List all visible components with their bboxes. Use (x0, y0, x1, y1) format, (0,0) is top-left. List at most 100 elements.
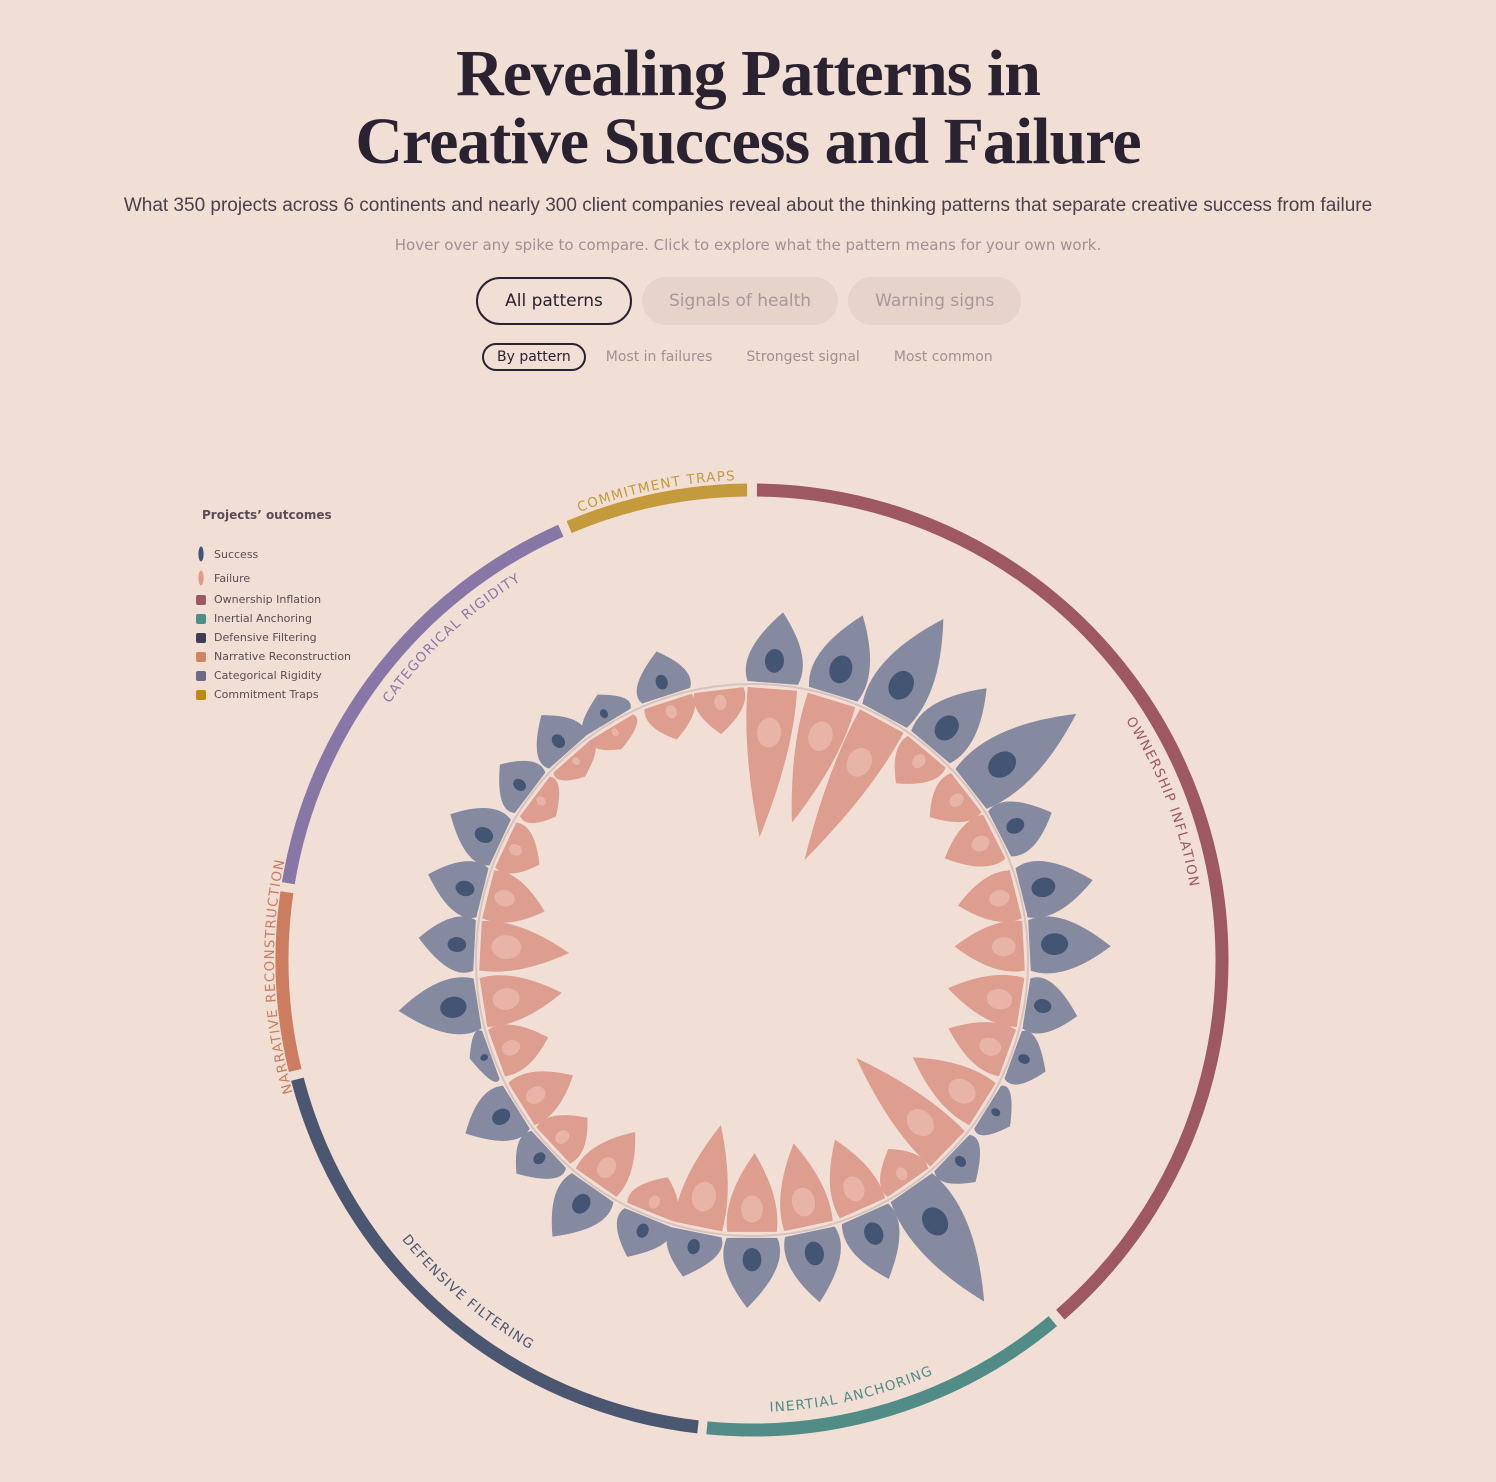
group-arc-4 (281, 524, 564, 885)
failure-spike-core (895, 1167, 908, 1181)
group-arc-0 (756, 483, 1229, 1320)
success-spike-core (447, 937, 467, 953)
failure-spike-core (791, 1187, 816, 1217)
failure-spike (954, 920, 1025, 972)
legend-item-commitment-traps: Commitment Traps (196, 685, 351, 704)
swatch-icon (196, 689, 206, 700)
legend-item-defensive-filtering: Defensive Filtering (196, 628, 351, 647)
success-spike (723, 1237, 781, 1308)
sort-options: By pattern Most in failures Strongest si… (482, 343, 1010, 371)
legend-label: Categorical Rigidity (214, 669, 322, 682)
success-spike (745, 612, 803, 685)
success-spike-core (533, 1152, 546, 1165)
sort-strongest-signal[interactable]: Strongest signal (746, 349, 860, 365)
success-spike-core (1040, 933, 1069, 956)
sort-most-common[interactable]: Most common (893, 349, 993, 365)
success-spike-core (1006, 817, 1025, 834)
failure-spike-core (986, 988, 1013, 1010)
sort-most-in-failures[interactable]: Most in failures (605, 349, 713, 365)
success-spike (398, 977, 482, 1035)
legend-label: Defensive Filtering (214, 631, 317, 644)
failure-spike (746, 687, 798, 838)
failure-spike-core (555, 1130, 570, 1144)
failure-spike (804, 709, 904, 860)
failure-spike-core (843, 1176, 865, 1202)
sort-by-pattern[interactable]: By pattern (482, 343, 586, 371)
legend-item-failure: Failure (196, 566, 351, 590)
failure-spike-core (536, 796, 546, 806)
failure-spike-core (508, 843, 523, 856)
failure-spike (693, 687, 746, 735)
failure-lens-icon (196, 570, 206, 586)
failure-spike-core (912, 754, 926, 769)
failure-spike-core (494, 890, 515, 907)
failure-spike-core (492, 987, 520, 1010)
filter-tabs: All patterns Signals of health Warning s… (476, 277, 1022, 325)
failure-spike (780, 1143, 833, 1232)
legend-item-success: Success (196, 542, 351, 566)
success-spike-core (742, 1247, 762, 1272)
success-lens-icon (196, 546, 206, 562)
failure-spike-core (691, 1181, 716, 1212)
failure-spike-core (808, 721, 833, 751)
success-spike-core (636, 1223, 649, 1238)
success-spike (890, 1173, 985, 1302)
group-arc-5 (566, 483, 748, 534)
failure-spike-core (741, 1195, 763, 1223)
success-spike-core (804, 1241, 825, 1266)
success-spike-core (764, 648, 785, 673)
failure-spike-core (714, 694, 727, 711)
failure-spike-core (906, 1109, 934, 1137)
filter-all-patterns[interactable]: All patterns (476, 277, 632, 325)
group-arc-2 (291, 1077, 699, 1434)
failure-spike-core (971, 835, 990, 852)
title-line-1: Revealing Patterns in (456, 37, 1041, 110)
failure-spike-core (491, 935, 522, 960)
hint-text: Hover over any spike to compare. Click t… (394, 236, 1102, 254)
swatch-icon (196, 613, 206, 624)
failure-spike-core (979, 1037, 1002, 1056)
success-spike-core (440, 996, 467, 1018)
success-spike-core (572, 1193, 591, 1214)
group-arc-3 (275, 891, 302, 1073)
success-spike-core (1018, 1054, 1030, 1064)
success-spike-core (922, 1207, 949, 1236)
group-arc-1 (706, 1316, 1058, 1437)
success-spike-core (474, 827, 494, 843)
swatch-icon (196, 632, 206, 643)
subtitle: What 350 projects across 6 continents an… (123, 195, 1373, 216)
success-spike (418, 916, 476, 973)
baseline-circle (475, 683, 1029, 1237)
success-spike-core (513, 778, 526, 791)
failure-spike (726, 1152, 778, 1232)
success-spike-core (687, 1239, 700, 1255)
swatch-icon (196, 670, 206, 681)
success-spike-core (655, 674, 668, 690)
legend-label: Failure (214, 571, 251, 585)
success-spike-core (954, 1155, 967, 1167)
failure-spike (479, 920, 570, 972)
filter-signals-of-health[interactable]: Signals of health (642, 277, 839, 325)
legend-label: Ownership Inflation (214, 593, 322, 606)
legend-label: Inertial Anchoring (214, 612, 312, 625)
failure-spike-core (989, 890, 1010, 907)
failure-spike-core (991, 937, 1016, 957)
success-spike-core (934, 715, 959, 741)
legend-item-ownership-inflation: Ownership Inflation (196, 590, 351, 609)
page-title: Revealing Patterns in Creative Success a… (0, 40, 1496, 176)
failure-spike-core (572, 757, 580, 766)
success-spike (1028, 916, 1111, 974)
success-spike-core (988, 751, 1017, 778)
swatch-icon (196, 651, 206, 662)
failure-spike-core (526, 1086, 546, 1104)
failure-spike-core (757, 717, 782, 748)
failure-spike-core (948, 1078, 976, 1104)
legend-label: Commitment Traps (214, 688, 319, 701)
legend-title: Projects’ outcomes (202, 508, 332, 522)
filter-warning-signs[interactable]: Warning signs (848, 277, 1022, 325)
success-spike-core (888, 670, 914, 700)
swatch-icon (196, 594, 206, 605)
failure-spike (479, 975, 562, 1027)
success-spike-core (991, 1108, 1001, 1117)
